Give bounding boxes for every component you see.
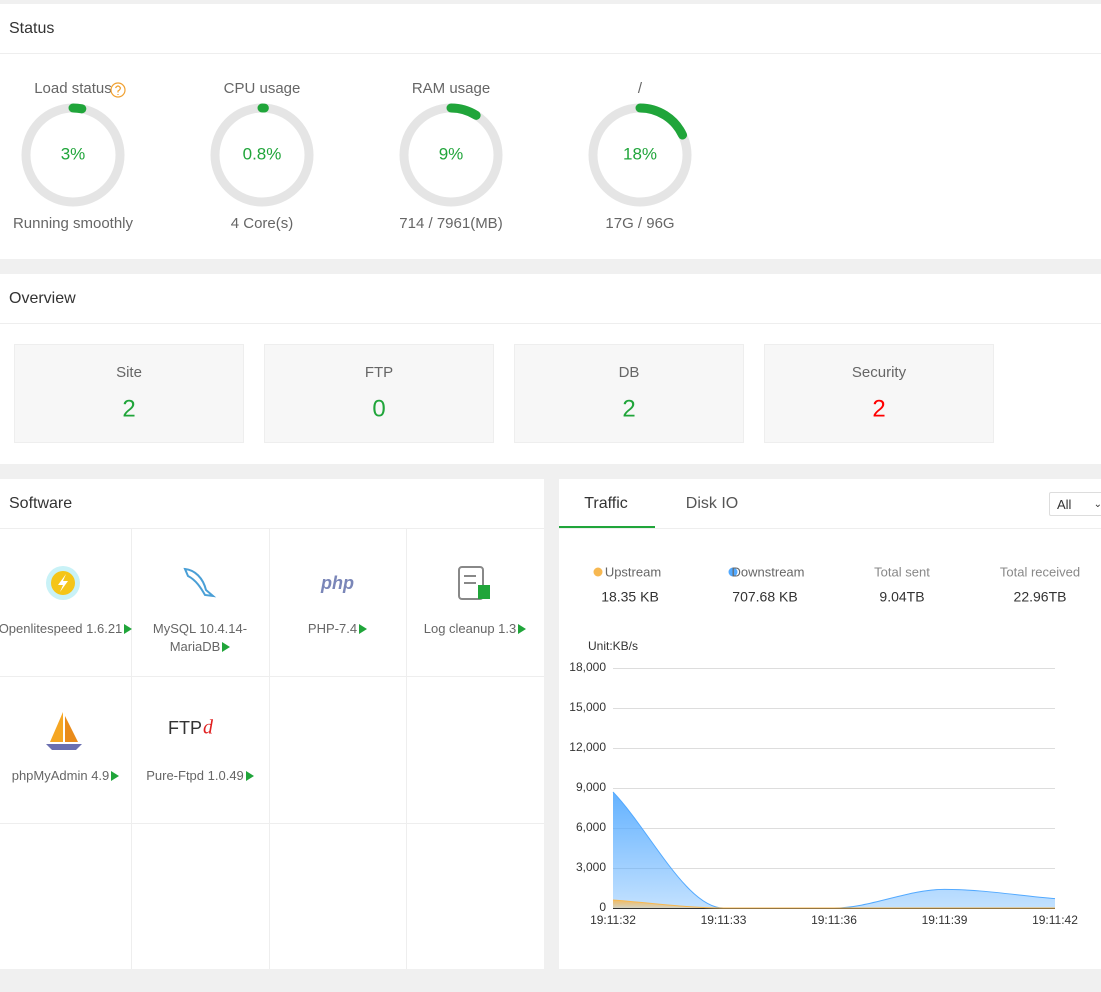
legend-dot xyxy=(728,567,738,577)
tab[interactable]: Disk IO xyxy=(686,495,738,512)
stat-value: 9.04TB xyxy=(879,589,924,605)
gauge-label: RAM usage xyxy=(412,80,490,97)
help-icon xyxy=(110,82,126,98)
card-label: DB xyxy=(619,364,640,381)
panel-title: Overview xyxy=(9,290,76,307)
panel-title: Software xyxy=(9,495,72,512)
icon-ship xyxy=(46,712,82,750)
legend-label: Upstream xyxy=(605,564,661,579)
unit-label: Unit:KB/s xyxy=(588,639,638,653)
gauge-value: 0.8% xyxy=(243,144,282,163)
x-tick-label: 19:11:32 xyxy=(590,913,636,927)
gauge-detail: 714 / 7961(MB) xyxy=(399,215,502,232)
software-name: PHP-7.4 xyxy=(307,621,358,636)
icon-dolphin xyxy=(183,567,217,598)
card-value: 2 xyxy=(622,395,635,422)
filter-select[interactable]: All ⌄ xyxy=(1049,492,1101,516)
stat-value: 707.68 KB xyxy=(732,589,797,605)
x-tick-label: 19:11:36 xyxy=(811,913,857,927)
panel-title: Status xyxy=(9,20,54,37)
card-value: 2 xyxy=(872,395,885,422)
overview-card xyxy=(14,344,244,443)
software-panel xyxy=(0,479,544,969)
overview-card xyxy=(514,344,744,443)
y-tick-label: 9,000 xyxy=(576,780,606,794)
software-item[interactable]: Pure-Ftpd 1.0.49 xyxy=(132,767,268,785)
open-arrow[interactable] xyxy=(518,624,527,634)
software-item[interactable]: MySQL 10.4.14-MariaDB xyxy=(132,620,268,656)
y-tick-label: 18,000 xyxy=(569,660,606,674)
y-tick-label: 12,000 xyxy=(569,740,606,754)
tab[interactable]: Traffic xyxy=(584,495,628,512)
software-item[interactable]: Log cleanup 1.3 xyxy=(407,620,543,638)
y-tick-label: 3,000 xyxy=(576,860,606,874)
gauge-detail: 17G / 96G xyxy=(605,215,674,232)
help-mark xyxy=(114,85,122,95)
logo-text: FTP xyxy=(168,718,202,738)
software-name: phpMyAdmin 4.9 xyxy=(11,768,110,783)
open-arrow[interactable] xyxy=(245,771,254,781)
legend-dot xyxy=(593,567,603,577)
software-name: Openlitespeed 1.6.21 xyxy=(0,621,123,636)
stat-label: Total sent xyxy=(874,564,930,579)
gauge-value: 9% xyxy=(439,144,464,163)
open-arrow[interactable] xyxy=(222,642,231,652)
y-tick-label: 0 xyxy=(599,900,606,914)
gauge-value: 3% xyxy=(61,144,86,163)
gauge-arc xyxy=(68,103,87,114)
status-panel xyxy=(0,4,1101,259)
software-item[interactable]: phpMyAdmin 4.9 xyxy=(0,767,134,785)
logo-text: php xyxy=(320,573,354,593)
gauge-arc xyxy=(446,103,481,120)
software-item[interactable]: PHP-7.4 xyxy=(270,620,406,638)
stat-label: Total received xyxy=(1000,564,1080,579)
y-tick-label: 15,000 xyxy=(569,700,606,714)
stat-value: 18.35 KB xyxy=(601,589,659,605)
gauge-value: 18% xyxy=(623,144,657,163)
stat-value: 22.96TB xyxy=(1014,589,1067,605)
filter-value: All xyxy=(1057,497,1072,512)
software-item[interactable]: Openlitespeed 1.6.21 xyxy=(0,620,134,638)
chevron: ⌄ xyxy=(1093,499,1101,510)
card-label: Site xyxy=(116,364,142,381)
x-tick-label: 19:11:42 xyxy=(1032,913,1078,927)
area-line xyxy=(612,899,1055,909)
area xyxy=(613,792,1055,908)
icon-log xyxy=(458,566,490,600)
software-name: Pure-Ftpd 1.0.49 xyxy=(146,768,244,783)
gauge-detail: Running smoothly xyxy=(13,215,134,232)
legend-label: Downstream xyxy=(732,564,805,579)
card-value: 2 xyxy=(122,395,135,422)
overview-card xyxy=(764,344,994,443)
open-arrow[interactable] xyxy=(111,771,120,781)
gauge-arc xyxy=(635,103,688,140)
software-name: MySQL 10.4.14-MariaDB xyxy=(152,621,248,654)
logo-text: d xyxy=(203,717,214,739)
card-value: 0 xyxy=(372,395,385,422)
card-label: Security xyxy=(852,364,907,381)
software-name: Log cleanup 1.3 xyxy=(423,621,517,636)
area xyxy=(613,900,1055,908)
gauge-label: CPU usage xyxy=(224,80,301,97)
software-grid xyxy=(0,529,544,969)
gauge-detail: 4 Core(s) xyxy=(231,215,294,232)
gauge-label: Load status xyxy=(34,80,112,97)
overview-card xyxy=(264,344,494,443)
x-tick-label: 19:11:33 xyxy=(701,913,747,927)
card-label: FTP xyxy=(365,364,393,381)
y-tick-label: 6,000 xyxy=(576,820,606,834)
x-tick-label: 19:11:39 xyxy=(922,913,968,927)
icon-lightning xyxy=(46,566,80,600)
open-arrow[interactable] xyxy=(124,624,133,634)
open-arrow[interactable] xyxy=(359,624,368,634)
gauge-label: / xyxy=(638,80,643,97)
